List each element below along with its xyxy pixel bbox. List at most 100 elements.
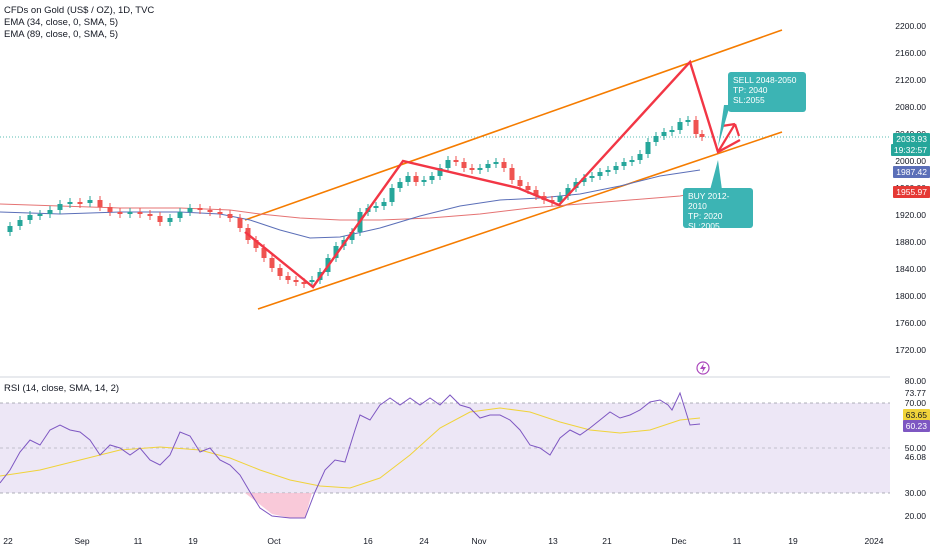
candle-body [661, 132, 667, 136]
candle-body [269, 258, 275, 268]
channel-upper-line[interactable] [244, 29, 783, 221]
candle-body [397, 182, 403, 188]
candle-body [405, 176, 411, 182]
ema89-legend[interactable]: EMA (89, close, 0, SMA, 5) [4, 29, 119, 40]
candle-body [147, 214, 153, 216]
buy-note-pointer [710, 160, 722, 190]
candle-body [117, 212, 123, 214]
lightning-icon[interactable] [696, 361, 710, 375]
candle-body [589, 176, 595, 178]
rsi-ma-value-tag: 60.23 [902, 420, 930, 432]
candle-body [517, 180, 523, 186]
candle-body [613, 166, 619, 170]
buy-entry-text: BUY 2012-2010 [688, 191, 730, 211]
time-tick-label: 11 [133, 536, 143, 546]
price-tick-label: 2080.00 [895, 102, 926, 112]
ema89-line [0, 191, 701, 221]
candle-body [699, 134, 705, 137]
zigzag-path[interactable] [244, 59, 741, 289]
rsi-ma-line [0, 407, 701, 489]
candle-body [207, 210, 213, 212]
rsi-tick-label: 20.00 [904, 511, 926, 521]
candle-body [421, 180, 427, 182]
ema34-value-tag: 1987.42 [893, 166, 930, 178]
candle-body [677, 122, 683, 130]
candle-body [653, 136, 659, 142]
candle-body [197, 208, 203, 210]
price-tick-label: 2000.00 [895, 156, 926, 166]
candle-body [581, 178, 587, 182]
rsi-tick-label: 30.00 [904, 488, 926, 498]
rsi-tick-label: 80.00 [904, 376, 926, 386]
candle-body [605, 170, 611, 172]
candle-body [187, 208, 193, 212]
candle-body [293, 280, 299, 282]
candle-body [381, 202, 387, 206]
time-tick-label: Oct [267, 536, 281, 546]
time-tick-label: 2024 [864, 536, 884, 546]
buy-tp-text: TP: 2020 [688, 211, 723, 221]
candle-body [127, 212, 133, 214]
candle-body [445, 160, 451, 168]
time-tick-label: 22 [3, 536, 13, 546]
candle-body [533, 190, 539, 196]
rsi-oversold-fill [245, 493, 312, 518]
candle-body [621, 162, 627, 166]
candle-body [597, 172, 603, 176]
candle-body [389, 188, 395, 202]
candle-body [309, 280, 315, 282]
price-tick-label: 1720.00 [895, 345, 926, 355]
rsi-legend[interactable]: RSI (14, close, SMA, 14, 2) [4, 383, 120, 394]
sell-entry-text: SELL 2048-2050 [733, 75, 797, 85]
symbol-legend[interactable]: CFDs on Gold (US$ / OZ), 1D, TVC [4, 5, 155, 16]
candle-body [429, 176, 435, 180]
sell-note-pointer [718, 105, 730, 147]
rsi-tick-label: 73.77 [904, 388, 926, 398]
candle-body [645, 142, 651, 154]
candle-body [57, 204, 63, 210]
candle-body [47, 210, 53, 214]
candle-body [67, 202, 73, 204]
sell-sl-text: SL:2055 [733, 95, 765, 105]
channel-lower-line[interactable] [257, 131, 783, 310]
zigzag-arrow [717, 122, 741, 153]
time-tick-label: 13 [548, 536, 558, 546]
candle-body [285, 276, 291, 280]
candle-body [453, 160, 459, 162]
candle-body [227, 214, 233, 218]
candle-body [461, 162, 467, 168]
sell-note[interactable]: SELL 2048-2050 TP: 2040 SL:2055 [728, 72, 806, 112]
candle-body [333, 246, 339, 258]
candle-body [237, 218, 243, 228]
price-tick-label: 2200.00 [895, 21, 926, 31]
sell-tp-text: TP: 2040 [733, 85, 768, 95]
candle-body [177, 212, 183, 218]
candle-body [277, 268, 283, 276]
ema34-legend[interactable]: EMA (34, close, 0, SMA, 5) [4, 17, 119, 28]
last-price-tag: 2033.93 [893, 133, 930, 145]
buy-note[interactable]: BUY 2012-2010 TP: 2020 SL:2005 [683, 188, 753, 231]
price-tick-label: 2160.00 [895, 48, 926, 58]
time-tick-label: Dec [671, 536, 687, 546]
price-tick-label: 2120.00 [895, 75, 926, 85]
ema89-value-tag: 1955.97 [893, 186, 930, 198]
candle-body [525, 186, 531, 190]
rsi-tick-label: 46.08 [904, 452, 926, 462]
candle-body [493, 162, 499, 164]
countdown-tag: 19:32:57 [890, 144, 930, 156]
time-tick-label: Sep [74, 536, 90, 546]
candle-body [685, 120, 691, 122]
candle-body [485, 164, 491, 168]
candle-body [217, 212, 223, 214]
candle-body [7, 226, 13, 232]
candle-body [565, 188, 571, 196]
time-tick-label: Nov [471, 536, 487, 546]
candle-body [477, 168, 483, 170]
time-tick-label: 24 [419, 536, 429, 546]
candle-body [373, 206, 379, 208]
buy-sl-text: SL:2005 [688, 221, 720, 231]
price-tick-label: 1840.00 [895, 264, 926, 274]
candle-body [17, 220, 23, 226]
candle-body [469, 168, 475, 170]
